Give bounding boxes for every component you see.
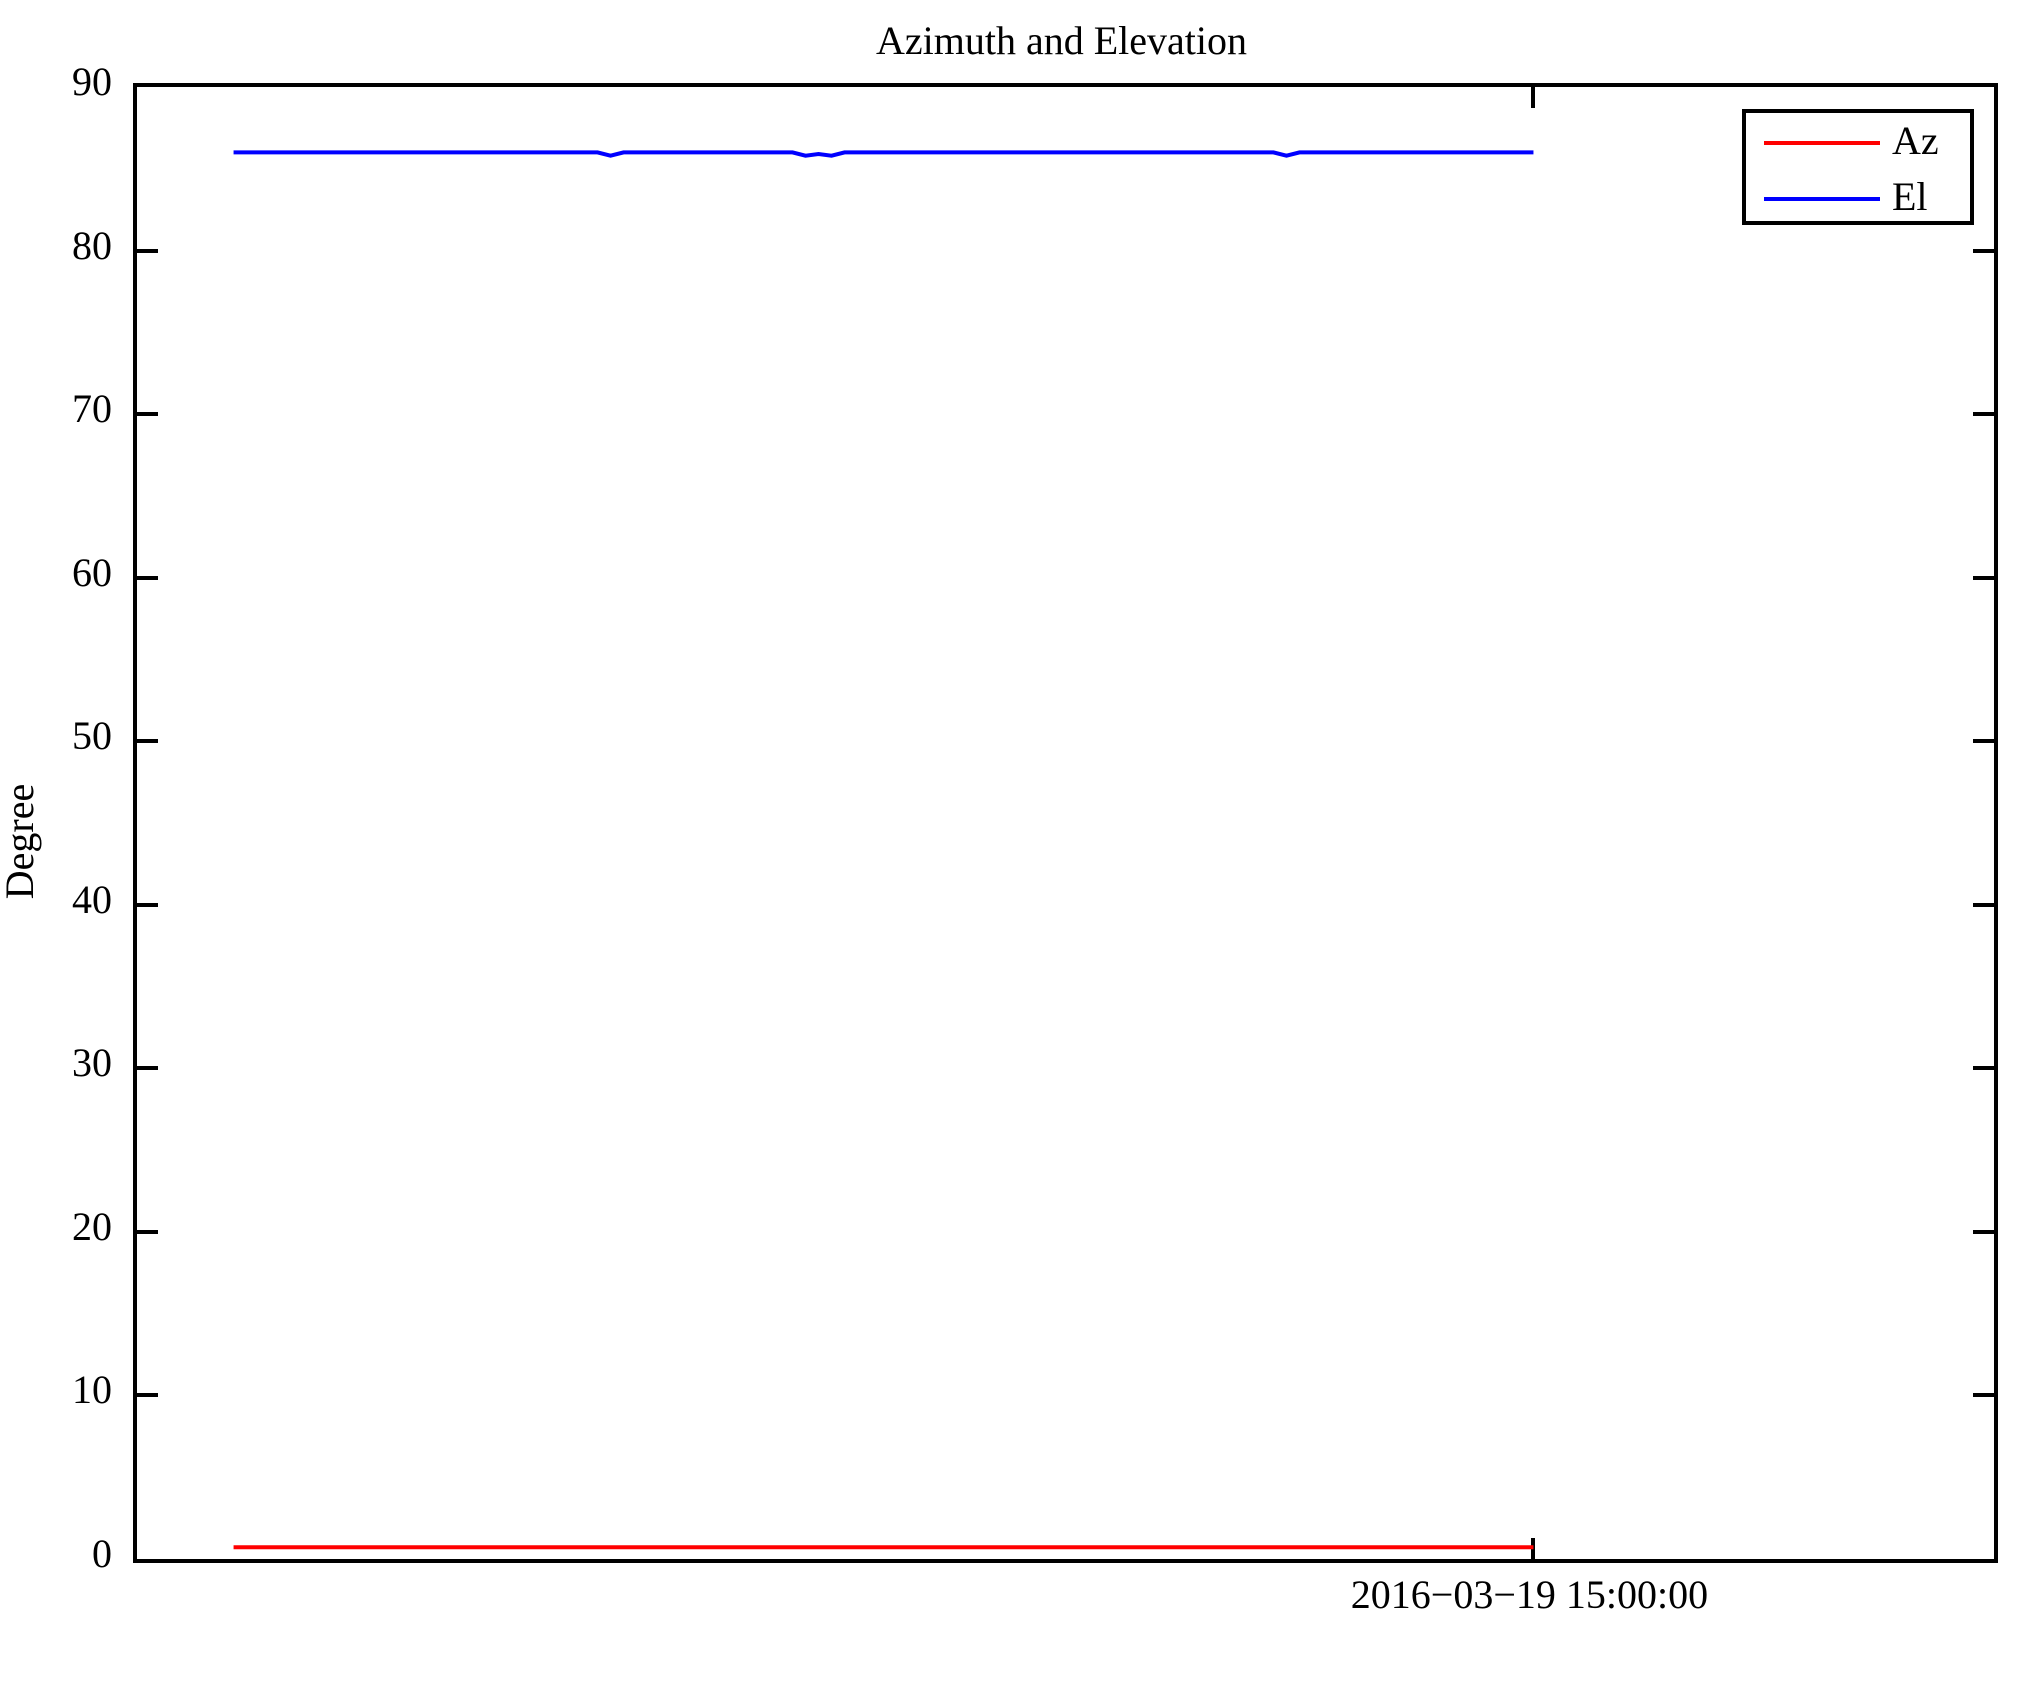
y-tick-label: 80 bbox=[72, 222, 112, 268]
legend-label: Az bbox=[1892, 118, 1939, 163]
y-tick-label: 90 bbox=[72, 59, 112, 104]
y-tick-label: 60 bbox=[72, 549, 112, 595]
chart-legend[interactable]: Az El bbox=[1742, 109, 1974, 225]
y-tick-label: 0 bbox=[92, 1531, 112, 1576]
y-tick-mark bbox=[1973, 575, 1994, 580]
plot-area[interactable]: Az El bbox=[133, 83, 1998, 1563]
y-tick-label: 40 bbox=[72, 876, 112, 922]
y-tick-mark bbox=[137, 902, 158, 907]
y-tick-mark bbox=[137, 1066, 158, 1071]
legend-item-az[interactable]: Az bbox=[1746, 113, 1970, 171]
legend-swatch-az bbox=[1764, 141, 1880, 145]
legend-label: El bbox=[1892, 174, 1928, 219]
y-tick-label: 50 bbox=[72, 713, 112, 759]
y-tick-label: 30 bbox=[72, 1040, 112, 1086]
series-lines bbox=[233, 150, 1534, 1550]
y-tick-mark bbox=[137, 1229, 158, 1234]
plot-inner bbox=[137, 87, 1994, 1559]
y-tick-mark bbox=[1973, 1393, 1994, 1398]
chart-title: Azimuth and Elevation bbox=[875, 18, 1247, 63]
y-tick-mark bbox=[1973, 1066, 1994, 1071]
y-tick-label: 20 bbox=[72, 1203, 112, 1249]
y-tick-label: 10 bbox=[72, 1367, 112, 1413]
y-tick-mark bbox=[137, 412, 158, 417]
y-tick-mark bbox=[137, 248, 158, 253]
series-line-el bbox=[233, 150, 1534, 158]
legend-item-el[interactable]: El bbox=[1746, 169, 1970, 227]
y-tick-mark bbox=[137, 739, 158, 744]
x-tick-mark bbox=[1531, 87, 1536, 108]
y-tick-mark bbox=[1973, 902, 1994, 907]
y-tick-mark bbox=[137, 575, 158, 580]
y-tick-mark bbox=[1973, 248, 1994, 253]
legend-swatch-el bbox=[1764, 197, 1880, 201]
x-tick-label: 2016−03−19 15:00:00 bbox=[1350, 1572, 1709, 1617]
y-tick-mark bbox=[1973, 1229, 1994, 1234]
y-tick-mark bbox=[1973, 412, 1994, 417]
y-tick-label: 70 bbox=[72, 386, 112, 432]
y-tick-mark bbox=[1973, 739, 1994, 744]
y-tick-mark bbox=[137, 1393, 158, 1398]
